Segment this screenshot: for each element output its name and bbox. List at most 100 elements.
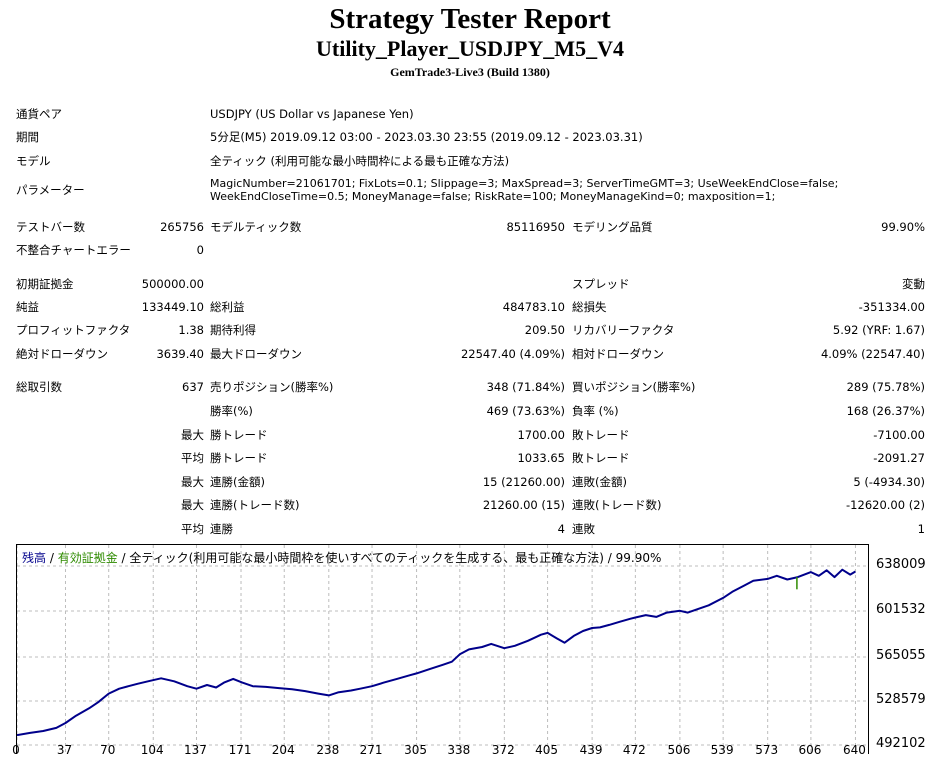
recovery-factor-label: リカバリーファクタ	[572, 323, 675, 337]
largest-win-label: 勝トレード	[210, 428, 268, 442]
deposit-value: 500000.00	[141, 277, 204, 291]
balance-chart	[16, 544, 869, 755]
net-profit-label: 純益	[16, 300, 39, 314]
average-win-label: 勝トレード	[210, 451, 268, 465]
long-positions-value: 289 (75.78%)	[846, 380, 925, 394]
short-positions-value: 348 (71.84%)	[486, 380, 565, 394]
spread-value: 変動	[902, 277, 925, 291]
y-tick-label: 565055	[876, 648, 926, 663]
net-profit-value: 133449.10	[141, 300, 204, 314]
win-rate-label: 勝率(%)	[210, 404, 253, 418]
y-tick-label: 492102	[876, 736, 926, 751]
legend-balance: 残高	[22, 551, 47, 565]
deposit-label: 初期証拠金	[16, 277, 74, 291]
x-tick-label: 238	[316, 743, 340, 757]
average-consecutive-wins-value: 4	[557, 522, 565, 536]
chart-legend: 残高 / 有効証拠金 / 全ティック(利用可能な最小時間枠を使いすべてのティック…	[22, 551, 661, 566]
expected-payoff-label: 期待利得	[210, 323, 256, 337]
gross-loss-label: 総損失	[572, 300, 607, 314]
average-consecutive-losses-label: 連敗	[572, 522, 595, 536]
x-tick-label: 606	[798, 743, 822, 757]
balance-line	[17, 568, 856, 737]
consecutive-wins-count-value: 21260.00 (15)	[482, 498, 565, 512]
largest-loss-value: -7100.00	[873, 428, 925, 442]
legend-equity: 有効証拠金	[57, 551, 118, 565]
average-loss-label: 敗トレード	[572, 451, 630, 465]
report-title: Strategy Tester Report	[329, 3, 611, 35]
parameters-line-2: WeekEndCloseTime=0.5; MoneyManage=false;…	[210, 190, 776, 203]
ticks-value: 85116950	[506, 220, 565, 234]
x-tick-label: 338	[447, 743, 471, 757]
consecutive-losses-amount-value: 5 (-4934.30)	[853, 475, 925, 489]
period-label: 期間	[16, 130, 39, 144]
model-value: 全ティック (利用可能な最小時間枠による最も正確な方法)	[210, 154, 510, 168]
x-tick-label: 104	[140, 743, 164, 757]
parameters-line-1: MagicNumber=21061701; FixLots=0.1; Slipp…	[210, 177, 839, 190]
relative-drawdown-value: 4.09% (22547.40)	[820, 347, 925, 361]
consecutive-wins-amount-label: 連勝(金額)	[210, 475, 265, 489]
bars-value: 265756	[160, 220, 204, 234]
x-tick-label: 506	[667, 743, 691, 757]
spread-label: スプレッド	[572, 277, 630, 291]
y-tick-label: 528579	[876, 692, 926, 707]
x-tick-label: 271	[359, 743, 383, 757]
average-consecutive-losses-value: 1	[917, 522, 925, 536]
max-consecutive-count-label: 最大	[181, 498, 204, 512]
short-positions-label: 売りポジション(勝率%)	[210, 380, 334, 394]
y-tick-label: 638009	[876, 557, 926, 572]
average-consecutive-wins-label: 連勝	[210, 522, 233, 536]
largest-label: 最大	[181, 428, 204, 442]
balance-chart-plot	[17, 545, 868, 755]
legend-separator: /	[46, 551, 58, 565]
profit-factor-value: 1.38	[178, 323, 204, 337]
ticks-label: モデルティック数	[210, 220, 302, 234]
max-consecutive-label: 最大	[181, 475, 204, 489]
consecutive-losses-amount-label: 連敗(金額)	[572, 475, 627, 489]
server-build: GemTrade3-Live3 (Build 1380)	[390, 65, 550, 79]
symbol-value: USDJPY (US Dollar vs Japanese Yen)	[210, 107, 414, 121]
legend-model-quality: / 全ティック(利用可能な最小時間枠を使いすべてのティックを生成する、最も正確な…	[117, 551, 662, 565]
x-tick-label: 539	[710, 743, 734, 757]
long-positions-label: 買いポジション(勝率%)	[572, 380, 696, 394]
average-loss-value: -2091.27	[873, 451, 925, 465]
x-tick-label: 70	[100, 743, 116, 757]
x-tick-label: 472	[622, 743, 646, 757]
y-tick-label: 601532	[876, 602, 926, 617]
x-tick-label: 37	[56, 743, 73, 757]
consecutive-wins-amount-value: 15 (21260.00)	[482, 475, 565, 489]
mismatch-label: 不整合チャートエラー	[16, 243, 131, 257]
x-tick-label: 0	[12, 743, 20, 757]
quality-label: モデリング品質	[572, 220, 653, 234]
loss-rate-value: 168 (26.37%)	[846, 404, 925, 418]
x-tick-label: 640	[842, 743, 866, 757]
average-win-value: 1033.65	[517, 451, 565, 465]
x-tick-label: 137	[184, 743, 207, 757]
consecutive-losses-count-label: 連敗(トレード数)	[572, 498, 662, 512]
gross-profit-label: 総利益	[210, 300, 245, 314]
report-subtitle: Utility_Player_USDJPY_M5_V4	[316, 36, 624, 61]
model-label: モデル	[16, 154, 51, 168]
x-tick-label: 204	[271, 743, 295, 757]
parameters-label: パラメーター	[16, 183, 85, 197]
largest-loss-label: 敗トレード	[572, 428, 630, 442]
x-tick-label: 171	[228, 743, 252, 757]
x-tick-label: 573	[755, 743, 779, 757]
consecutive-losses-count-value: -12620.00 (2)	[846, 498, 925, 512]
maximal-drawdown-label: 最大ドローダウン	[210, 347, 302, 361]
gross-loss-value: -351334.00	[858, 300, 925, 314]
win-rate-value: 469 (73.63%)	[486, 404, 565, 418]
relative-drawdown-label: 相対ドローダウン	[572, 347, 664, 361]
average-label: 平均	[181, 451, 204, 465]
x-tick-label: 305	[404, 743, 428, 757]
recovery-factor-value: 5.92 (YRF: 1.67)	[832, 323, 925, 337]
consecutive-wins-count-label: 連勝(トレード数)	[210, 498, 300, 512]
bars-label: テストバー数	[16, 220, 85, 234]
total-trades-value: 637	[182, 380, 204, 394]
average-consecutive-label: 平均	[181, 522, 204, 536]
absolute-drawdown-value: 3639.40	[156, 347, 204, 361]
absolute-drawdown-label: 絶対ドローダウン	[16, 347, 108, 361]
mismatch-value: 0	[196, 243, 204, 257]
profit-factor-label: プロフィットファクタ	[16, 323, 131, 337]
symbol-label: 通貨ペア	[16, 107, 62, 121]
x-tick-label: 405	[535, 743, 559, 757]
